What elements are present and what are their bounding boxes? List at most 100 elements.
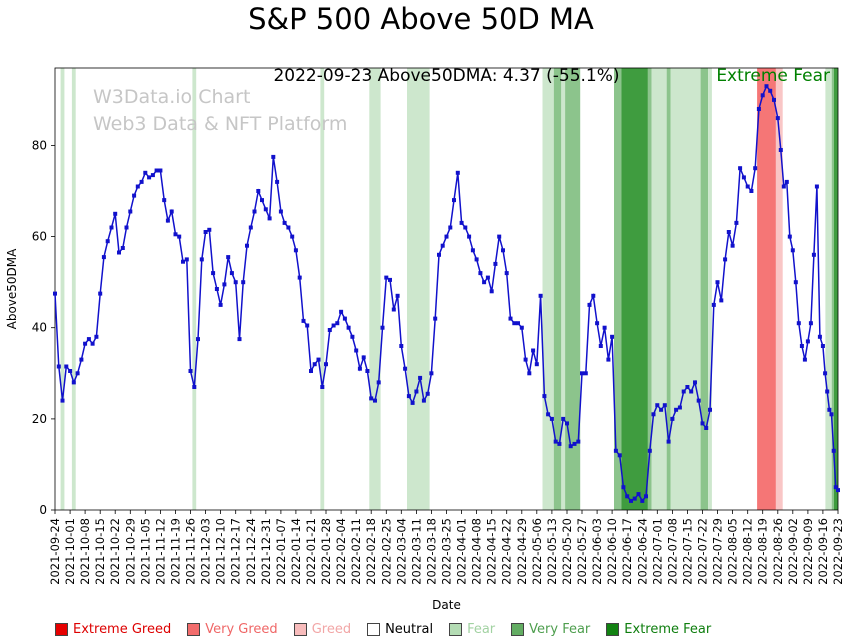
data-point (459, 220, 464, 225)
legend-label: Fear (467, 622, 496, 637)
x-tick-label: 2021-11-05 (138, 518, 152, 585)
legend-label: Very Fear (529, 622, 591, 637)
data-point (501, 248, 505, 253)
data-point (542, 394, 547, 399)
data-point (203, 230, 208, 234)
x-tick-label: 2022-02-18 (364, 518, 378, 585)
sentiment-band-greed (775, 68, 783, 510)
data-point (444, 234, 449, 239)
data-point (836, 488, 840, 493)
sentiment-band-very-fear (666, 68, 671, 510)
subtitle-sentiment: Extreme Fear (716, 66, 830, 86)
data-point (829, 412, 834, 417)
sentiment-band-fear (407, 68, 430, 510)
data-point (135, 184, 140, 189)
data-point (448, 225, 453, 230)
data-point (723, 257, 728, 262)
data-point (693, 380, 697, 385)
data-point (625, 494, 630, 499)
data-point (796, 321, 801, 326)
data-point (704, 426, 709, 430)
data-point (94, 334, 99, 339)
y-axis-label: Above50DMA (5, 248, 19, 330)
x-tick-label: 2022-02-04 (334, 518, 348, 585)
x-tick-label: 2022-09-02 (786, 518, 800, 585)
data-point (120, 246, 125, 250)
legend-item-very-greed: Very Greed (187, 622, 278, 637)
x-tick-label: 2022-03-11 (409, 518, 423, 585)
x-tick-label: 2022-01-14 (289, 518, 303, 585)
data-point (790, 248, 795, 253)
sentiment-band-fear (192, 68, 197, 510)
data-point (538, 293, 543, 298)
data-point (271, 154, 276, 159)
data-point (90, 341, 95, 346)
data-point (636, 492, 641, 497)
data-point (768, 88, 773, 93)
data-point (56, 364, 61, 369)
data-point (376, 380, 381, 385)
data-point (361, 355, 366, 360)
x-tick-label: 2022-04-15 (485, 518, 499, 585)
data-point (293, 248, 298, 253)
data-point (730, 243, 735, 248)
x-tick-label: 2021-10-29 (123, 518, 137, 585)
data-point (666, 439, 671, 444)
data-point (380, 325, 385, 330)
data-point (606, 357, 611, 362)
x-tick-label: 2022-05-20 (560, 518, 574, 585)
x-tick-label: 2021-10-08 (78, 518, 92, 585)
legend-label: Greed (311, 622, 352, 637)
x-tick-label: 2021-10-22 (108, 518, 122, 585)
legend-label: Very Greed (205, 622, 278, 637)
x-tick-label: 2022-08-19 (756, 518, 770, 585)
data-point (647, 448, 652, 453)
x-tick-label: 2022-04-01 (455, 518, 469, 585)
sentiment-band-very-fear (614, 68, 622, 510)
x-tick-label: 2022-06-17 (620, 518, 634, 585)
data-point (784, 179, 789, 184)
data-point (561, 416, 566, 421)
data-point (124, 225, 129, 230)
data-point (576, 439, 581, 444)
data-point (463, 225, 468, 230)
data-point (350, 334, 355, 339)
data-point (814, 184, 819, 189)
x-tick-label: 2022-07-01 (650, 518, 664, 585)
legend-item-extreme-greed: Extreme Greed (55, 622, 171, 637)
data-point (689, 389, 694, 394)
data-point (320, 385, 325, 389)
data-point (478, 271, 483, 276)
x-tick-label: 2022-02-25 (379, 518, 393, 585)
sentiment-band-very-fear (553, 68, 562, 510)
data-point (218, 302, 223, 307)
data-point (700, 421, 705, 426)
y-tick-label: 20 (32, 412, 47, 426)
data-point (741, 175, 746, 180)
data-point (719, 298, 724, 303)
subtitle-reading: 2022-09-23 Above50DMA: 4.37 (-55.1%) (273, 66, 620, 86)
sentiment-band-very-fear (565, 68, 581, 510)
x-tick-label: 2022-01-28 (319, 518, 333, 585)
data-point (489, 289, 494, 294)
data-point (587, 302, 592, 307)
x-tick-label: 2021-09-24 (48, 518, 62, 585)
x-tick-label: 2022-03-18 (424, 518, 438, 585)
sentiment-band-fear (708, 68, 712, 510)
data-point (583, 371, 588, 376)
data-point (817, 334, 822, 339)
data-point (640, 498, 645, 503)
data-point (83, 341, 88, 346)
y-tick-label: 40 (32, 321, 47, 335)
data-point (192, 385, 197, 389)
watermark-line2: Web3 Data & NFT Platform (93, 113, 348, 135)
data-point (86, 337, 91, 342)
data-point (252, 209, 257, 214)
y-tick-label: 0 (39, 503, 47, 517)
y-tick-label: 60 (32, 230, 47, 244)
data-point (565, 421, 569, 426)
data-point (150, 173, 155, 178)
data-point (410, 400, 415, 405)
data-point (553, 439, 558, 444)
